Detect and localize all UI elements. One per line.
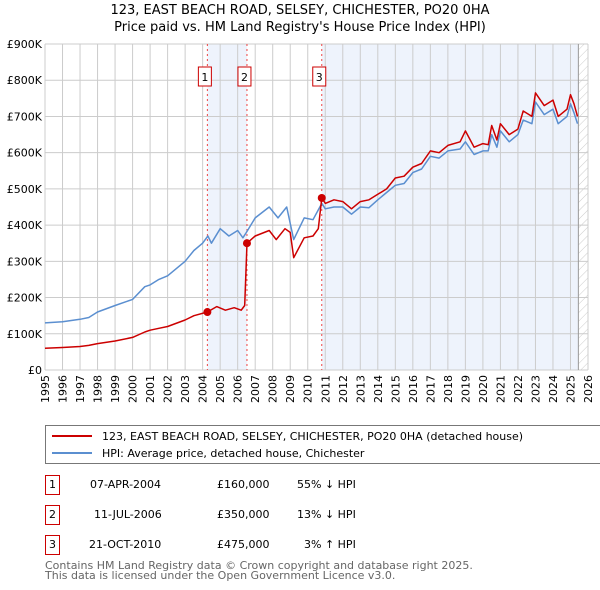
transaction-marker: 2 (45, 505, 60, 525)
x-tick-label: 2023 (529, 375, 542, 403)
sale-label: 2 (241, 71, 248, 84)
x-tick-label: 2016 (407, 375, 420, 403)
y-tick-label: £800K (7, 74, 43, 87)
transaction-marker: 3 (45, 535, 60, 555)
x-tick-label: 2010 (302, 375, 315, 403)
transaction-date: 07-APR-2004 (90, 478, 162, 491)
attribution: Contains HM Land Registry data © Crown c… (45, 559, 473, 582)
legend-item-property: 123, EAST BEACH ROAD, SELSEY, CHICHESTER… (46, 428, 523, 444)
x-tick-label: 2013 (354, 375, 367, 403)
x-tick-label: 2026 (582, 375, 595, 403)
legend-item-hpi: HPI: Average price, detached house, Chic… (46, 445, 364, 461)
transaction-date: 21-OCT-2010 (89, 538, 162, 551)
x-tick-label: 2025 (564, 375, 577, 403)
sale-label: 1 (201, 71, 208, 84)
x-tick-label: 2012 (337, 375, 350, 403)
price-chart: 1995 1996 1997 1998 1999 2000 2001 2002 2003 2004… (7, 38, 595, 403)
x-tick-label: 2014 (372, 375, 385, 403)
x-tick-label: 2015 (389, 375, 402, 403)
sale-label-box (312, 66, 327, 87)
transaction-row: 1 07-APR-2004 £160,000 55% ↓ HPI (45, 475, 545, 495)
x-tick-label: 2018 (442, 375, 455, 403)
y-tick-label: £0 (28, 364, 42, 377)
transaction-row: 2 11-JUL-2006 £350,000 13% ↓ HPI (45, 505, 545, 525)
x-tick-label: 2019 (459, 375, 472, 403)
y-tick-label: £900K (7, 38, 43, 51)
x-tick-label: 1997 (74, 375, 87, 403)
y-tick-label: £500K (7, 183, 43, 196)
future-hatch (578, 44, 588, 370)
x-tick-label: 2008 (267, 375, 280, 403)
property-line (44, 92, 579, 350)
chart-subtitle: Price paid vs. HM Land Registry's House … (114, 20, 486, 35)
transaction-price: £350,000 (217, 508, 270, 521)
x-tick-label: 2005 (214, 375, 227, 403)
sale-point (242, 239, 251, 248)
x-tick-label: 2007 (249, 375, 262, 403)
transaction-date: 11-JUL-2006 (94, 508, 162, 521)
x-tick-label: 2002 (162, 375, 175, 403)
ownership-shade-1 (207, 44, 247, 370)
legend-label-property: 123, EAST BEACH ROAD, SELSEY, CHICHESTER… (102, 429, 524, 443)
y-tick-label: £400K (7, 219, 43, 232)
y-tick-label: £100K (7, 328, 43, 341)
x-tick-label: 2009 (284, 375, 297, 403)
x-tick-label: 2003 (179, 375, 192, 403)
chart-title: 123, EAST BEACH ROAD, SELSEY, CHICHESTER… (110, 3, 490, 18)
sale-point (203, 308, 212, 317)
transaction-hpi: 13% ↓ HPI (297, 508, 356, 521)
legend-label-hpi: HPI: Average price, detached house, Chic… (102, 446, 365, 460)
legend: 123, EAST BEACH ROAD, SELSEY, CHICHESTER… (45, 425, 600, 464)
legend-swatch-property (52, 435, 92, 437)
hpi-line (44, 101, 579, 324)
transaction-marker: 1 (45, 475, 60, 495)
x-tick-label: 2001 (144, 375, 157, 403)
x-tick-label: 2021 (494, 375, 507, 403)
y-tick-label: £600K (7, 147, 43, 160)
sale-label-box (197, 66, 212, 87)
sale-label-box (237, 66, 252, 87)
x-tick-label: 1998 (92, 375, 105, 403)
x-tick-label: 1996 (57, 375, 70, 403)
y-tick-label: £300K (7, 255, 43, 268)
x-tick-label: 2011 (319, 375, 332, 403)
legend-swatch-hpi (52, 452, 92, 454)
transaction-price: £475,000 (217, 538, 270, 551)
x-tick-label: 1995 (39, 375, 52, 403)
transaction-hpi: 55% ↓ HPI (297, 478, 356, 491)
x-tick-label: 2017 (424, 375, 437, 403)
x-tick-label: 2024 (547, 375, 560, 403)
transaction-hpi: 3% ↑ HPI (304, 538, 356, 551)
attribution-line-2: This data is licensed under the Open Gov… (45, 569, 396, 582)
y-tick-label: £700K (7, 110, 43, 123)
x-tick-label: 1999 (109, 375, 122, 403)
x-tick-label: 2004 (197, 375, 210, 403)
x-tick-label: 2020 (477, 375, 490, 403)
y-tick-label: £200K (7, 292, 43, 305)
transaction-price: £160,000 (217, 478, 270, 491)
x-tick-label: 2022 (512, 375, 525, 403)
sale-point (317, 193, 326, 202)
x-tick-label: 2000 (127, 375, 140, 403)
attribution-line-1: Contains HM Land Registry data © Crown c… (45, 559, 473, 572)
sale-label: 3 (316, 71, 323, 84)
x-tick-label: 2006 (232, 375, 245, 403)
transaction-row: 3 21-OCT-2010 £475,000 3% ↑ HPI (45, 535, 545, 555)
